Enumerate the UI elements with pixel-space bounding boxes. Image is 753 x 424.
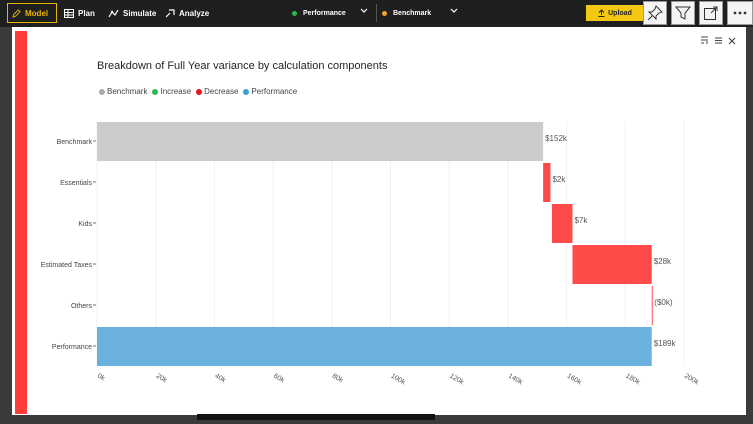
analyze-icon [165, 8, 175, 17]
data-label: $7k [574, 216, 588, 225]
pin-icon [647, 5, 663, 21]
plan-tab-label: Plan [78, 8, 95, 18]
focus-mode-button[interactable] [699, 1, 723, 25]
menu-icon[interactable] [714, 36, 723, 45]
x-tick-label: 20k [155, 373, 169, 385]
simulate-tab-button[interactable]: Simulate [108, 3, 156, 23]
bar-kids [551, 204, 573, 243]
y-tick-label: Others [71, 303, 93, 310]
filter-icon [675, 6, 691, 20]
upload-icon [598, 9, 605, 17]
toolbar-divider [376, 4, 377, 22]
legend-label: Decrease [204, 87, 239, 96]
y-tick-label: Benchmark [57, 139, 93, 146]
chart-legend: Benchmark Increase Decrease Performance [99, 87, 297, 96]
simulate-icon [108, 9, 119, 17]
simulate-tab-label: Simulate [123, 8, 157, 18]
data-label: ($0k) [654, 298, 673, 307]
analyze-tab-button[interactable]: Analyze [165, 3, 209, 23]
legend-dot [99, 88, 105, 95]
upload-label: Upload [608, 9, 632, 17]
legend-label: Performance [251, 87, 298, 96]
horizontal-scrollbar[interactable] [197, 414, 435, 420]
legend-dot [196, 88, 203, 95]
y-tick-label: Estimated Taxes [41, 262, 93, 269]
pencil-icon [12, 8, 21, 18]
close-icon[interactable] [728, 37, 736, 45]
benchmark-dropdown-label: Benchmark [393, 9, 432, 17]
pin-button[interactable] [643, 1, 667, 25]
y-tick-label: Essentials [60, 180, 92, 187]
x-tick-label: 60k [272, 373, 286, 385]
table-icon [64, 8, 74, 18]
legend-dot [243, 88, 250, 95]
benchmark-dropdown[interactable]: Benchmark [382, 3, 462, 23]
x-tick-label: 180k [624, 373, 641, 387]
benchmark-dot-icon [382, 10, 387, 16]
data-label: $189k [654, 339, 677, 348]
data-label: $152k [545, 134, 568, 143]
legend-dot [152, 88, 159, 95]
legend-item-performance[interactable]: Performance [243, 87, 297, 96]
x-tick-label: 140k [507, 373, 524, 387]
x-tick-label: 100k [390, 373, 407, 387]
x-tick-label: 160k [566, 373, 583, 387]
chevron-down-icon [360, 8, 368, 13]
x-tick-label: 80k [331, 373, 345, 385]
upload-button[interactable]: Upload [586, 5, 644, 21]
bar-performance [97, 327, 652, 366]
bar-others [651, 286, 653, 325]
top-toolbar: Model Plan Simulate Analyze Performance … [0, 0, 753, 27]
visual-header [700, 36, 736, 45]
chart-title: Breakdown of Full Year variance by calcu… [97, 60, 388, 72]
accent-bar [15, 31, 27, 414]
more-options-button[interactable] [727, 1, 753, 25]
x-tick-label: 120k [448, 373, 465, 387]
y-tick-label: Kids [78, 221, 92, 228]
data-label: $28k [654, 257, 672, 266]
bar-estimated-taxes [572, 245, 652, 284]
x-tick-label: 200k [683, 373, 700, 387]
performance-dropdown-label: Performance [303, 9, 346, 17]
x-tick-label: 40k [213, 373, 227, 385]
bar-essentials [543, 163, 551, 202]
legend-item-benchmark[interactable]: Benchmark [99, 87, 147, 96]
legend-label: Benchmark [107, 87, 148, 96]
legend-item-decrease[interactable]: Decrease [196, 87, 238, 96]
y-tick-label: Performance [52, 344, 92, 351]
model-tab-label: Model [25, 8, 49, 18]
expand-icon [704, 6, 718, 20]
legend-item-increase[interactable]: Increase [152, 87, 191, 96]
bar-benchmark [97, 122, 544, 161]
performance-dot-icon [292, 10, 297, 16]
chevron-down-icon [450, 8, 458, 13]
filter-visual-icon[interactable] [700, 36, 709, 45]
legend-label: Increase [160, 87, 192, 96]
analyze-tab-label: Analyze [179, 8, 210, 18]
filter-button[interactable] [671, 1, 695, 25]
model-tab-button[interactable]: Model [7, 3, 57, 23]
performance-dropdown[interactable]: Performance [292, 3, 372, 23]
x-tick-label: 0k [96, 373, 106, 383]
data-label: $2k [552, 175, 566, 184]
more-icon [733, 11, 747, 15]
plan-tab-button[interactable]: Plan [64, 3, 95, 23]
